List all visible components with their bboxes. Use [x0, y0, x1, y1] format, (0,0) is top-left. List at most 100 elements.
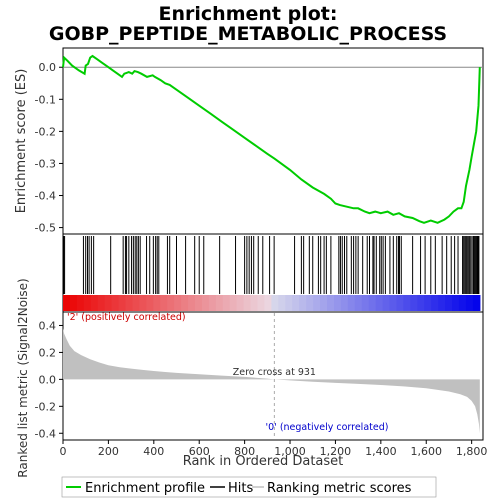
x-tick-label: 200 — [98, 445, 119, 458]
heat-cell — [243, 295, 252, 311]
heat-cell — [229, 295, 238, 311]
heat-cell — [396, 295, 405, 311]
ranking-y-axis-label: Ranked list metric (Signal2Noise) — [16, 278, 30, 477]
es-y-tick-label: -0.5 — [35, 222, 56, 235]
es-y-tick-label: -0.3 — [35, 157, 56, 170]
x-tick-label: 0 — [60, 445, 67, 458]
heat-cell — [452, 295, 460, 311]
heat-cell — [375, 295, 384, 311]
enrichment-profile-line — [62, 54, 481, 224]
heat-cell — [97, 295, 106, 311]
heat-cell — [389, 295, 398, 311]
heat-cell — [90, 295, 99, 311]
heat-cell — [215, 295, 224, 311]
heat-cell — [271, 295, 279, 311]
heat-cell — [167, 295, 175, 311]
heat-cell — [181, 295, 189, 311]
heat-cell — [333, 295, 342, 311]
es-y-tick-label: -0.4 — [35, 190, 56, 203]
heat-cell — [292, 295, 300, 311]
heat-cell — [465, 295, 474, 311]
legend-hits-label: Hits — [228, 481, 253, 496]
heat-cell — [208, 295, 217, 311]
heat-cell — [313, 295, 321, 311]
legend-profile-label: Enrichment profile — [85, 481, 205, 496]
heat-cell — [285, 295, 293, 311]
heat-cell — [264, 295, 273, 311]
es-y-tick-label: -0.1 — [35, 93, 56, 106]
heat-cell — [125, 295, 134, 311]
heat-cell — [194, 295, 203, 311]
heat-cell — [83, 295, 92, 311]
legend-ranking-label: Ranking metric scores — [267, 481, 412, 496]
es-y-axis: 0.0 -0.1 -0.2 -0.3 -0.4 -0.5 — [35, 61, 63, 235]
heat-cell — [431, 295, 439, 311]
heat-cell — [153, 295, 161, 311]
heat-cell — [299, 295, 307, 311]
heat-cell — [403, 295, 411, 311]
heat-cell — [306, 295, 314, 311]
ranking-y-axis: 0.4 0.2 0.0 -0.2 -0.4 — [35, 319, 63, 440]
heat-cell — [340, 295, 349, 311]
x-tick-label: 1,800 — [456, 445, 488, 458]
heat-cell — [63, 295, 71, 311]
heat-cell — [354, 295, 363, 311]
heat-cell — [146, 295, 154, 311]
ranking-y-tick-label: 0.2 — [39, 346, 57, 359]
heat-cell — [424, 295, 432, 311]
heat-cell — [347, 295, 356, 311]
es-y-tick-label: -0.2 — [35, 125, 56, 138]
ranking-y-tick-label: -0.4 — [35, 427, 56, 440]
heat-cell — [201, 295, 210, 311]
heat-cell — [250, 295, 259, 311]
heat-cell — [69, 295, 78, 311]
ranking-y-tick-label: -0.2 — [35, 400, 56, 413]
ranking-color-strip — [63, 295, 481, 311]
heat-cell — [320, 295, 328, 311]
heat-cell — [132, 295, 141, 311]
title-line-2: GOBP_PEPTIDE_METABOLIC_PROCESS — [49, 23, 447, 45]
x-tick-label: 400 — [143, 445, 164, 458]
heat-cell — [382, 295, 391, 311]
heat-cell — [188, 295, 196, 311]
heat-cell — [361, 295, 370, 311]
heat-cell — [410, 295, 418, 311]
positive-correlation-label: '2' (positively correlated) — [67, 312, 186, 323]
heat-cell — [160, 295, 168, 311]
negative-correlation-label: '0' (negatively correlated) — [266, 422, 389, 433]
heat-cell — [111, 295, 120, 311]
heat-cell — [118, 295, 127, 311]
x-tick-label: 1,600 — [410, 445, 442, 458]
x-tick-label: 600 — [189, 445, 210, 458]
ranking-y-tick-label: 0.0 — [39, 373, 57, 386]
heat-cell — [257, 295, 266, 311]
x-axis: 0 200 400 600 800 1,000 1,200 1,400 1,600 1,800 — [60, 440, 488, 458]
heat-cell — [368, 295, 377, 311]
heat-cell — [445, 295, 453, 311]
legend-box — [61, 476, 437, 498]
ranking-y-tick-label: 0.4 — [39, 319, 57, 332]
zero-cross-label: Zero cross at 931 — [233, 367, 316, 378]
es-y-tick-label: 0.0 — [39, 61, 57, 74]
heat-cell — [76, 295, 85, 311]
heat-cell — [417, 295, 425, 311]
hit-lines — [63, 236, 480, 294]
heat-cell — [326, 295, 335, 311]
heat-cell — [458, 295, 467, 311]
x-tick-label: 1,400 — [365, 445, 397, 458]
x-tick-label: 800 — [234, 445, 255, 458]
heat-cell — [236, 295, 245, 311]
x-tick-label: 1,000 — [274, 445, 306, 458]
heat-cell — [174, 295, 182, 311]
es-panel-frame — [62, 47, 484, 235]
x-tick-label: 1,200 — [320, 445, 352, 458]
x-axis-label: Rank in Ordered Dataset — [183, 454, 344, 469]
heat-cell — [438, 295, 446, 311]
heat-cell — [222, 295, 231, 311]
title-line-1: Enrichment plot: — [159, 3, 338, 25]
heat-cell — [139, 295, 147, 311]
heat-cell — [278, 295, 286, 311]
ranking-metric-area — [63, 328, 480, 434]
heat-cell — [472, 295, 481, 311]
